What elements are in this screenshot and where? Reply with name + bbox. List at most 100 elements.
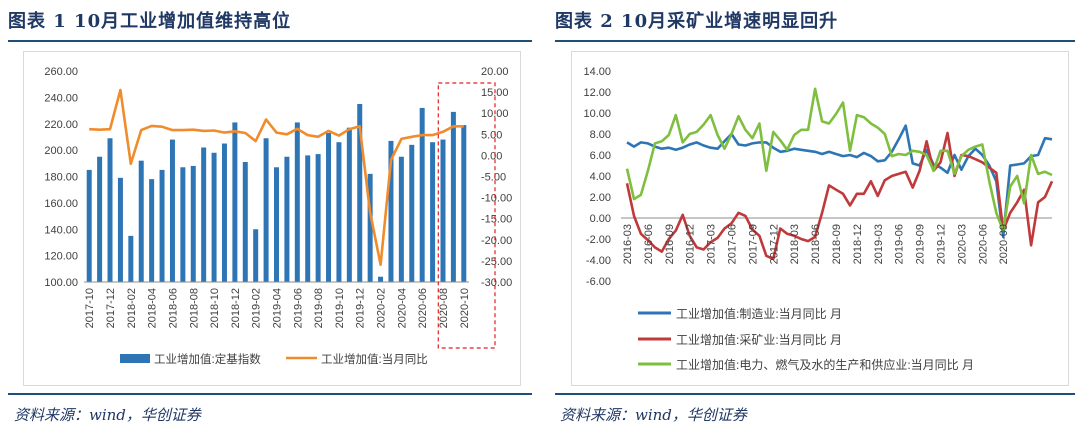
y-tick-label: -6.00: [586, 276, 611, 288]
bar-2018-12: [232, 122, 238, 283]
bar-2018-10: [211, 152, 217, 282]
legend-label-bar: 工业增加值:定基指数: [154, 352, 261, 366]
y-tick-label: 6.00: [590, 150, 611, 162]
right-title-rule: [555, 40, 1075, 42]
bar-2020-04: [398, 156, 404, 282]
right-y-tick-label: 20.00: [481, 66, 509, 78]
x-tick-label: 2019-08: [313, 288, 325, 328]
x-tick-label: 2018-02: [126, 288, 138, 328]
right-chart: 14.00 12.00 10.00 8.00 6.00 4.00 2.00 0.00 -2.00…: [583, 66, 1054, 372]
bar-2019-07: [305, 155, 311, 282]
bar-2017-11: [97, 156, 103, 282]
right-chart-panel: 14.00 12.00 10.00 8.00 6.00 4.00 2.00 0.00 -2.00…: [571, 51, 1069, 386]
right-y-tick-label: 0.00: [481, 150, 502, 162]
bar-2020-01: [367, 173, 373, 282]
bar-2018-02: [128, 235, 134, 282]
line-series-3: [625, 87, 1053, 232]
x-tick-label: 2020-08: [438, 288, 450, 328]
x-tick-label: 2017-03: [706, 224, 718, 264]
bar-2018-01: [117, 177, 123, 282]
bar-2020-05: [409, 144, 415, 282]
left-title-rule: [8, 40, 532, 42]
bar-2019-06: [294, 122, 300, 283]
x-tick-label: 2020-06: [977, 224, 989, 264]
y-tick-label: 10.00: [583, 108, 611, 120]
x-tick-label: 2018-03: [789, 224, 801, 264]
x-tick-label: 2019-10: [334, 288, 346, 328]
y-tick-label: -2.00: [586, 234, 611, 246]
bar-2020-07: [430, 142, 436, 282]
y-tick-label: -4.00: [586, 255, 611, 267]
legend-swatch-bar: [120, 354, 150, 363]
x-tick-label: 2018-04: [147, 288, 159, 328]
legend-label-3: 工业增加值:电力、燃气及水的生产和供应业:当月同比 月: [676, 357, 974, 372]
x-tick-label: 2018-06: [167, 288, 179, 328]
x-tick-label: 2019-12: [355, 288, 367, 328]
x-tick-label: 2016-03: [622, 224, 634, 264]
right-figure-title: 图表 2 10月采矿业增速明显回升: [555, 11, 839, 32]
left-figure-title: 图表 1 10月工业增加值维持高位: [8, 11, 292, 32]
bar-2017-12: [107, 138, 113, 282]
x-tick-label: 2017-12: [105, 288, 117, 328]
x-tick-label: 2018-12: [230, 288, 242, 328]
x-tick-label: 2017-10: [84, 288, 96, 328]
x-tick-label: 2019-06: [894, 224, 906, 264]
y-tick-label: 8.00: [590, 129, 611, 141]
bar-2019-04: [274, 167, 279, 282]
x-tick-label: 2019-02: [251, 288, 263, 328]
bar-2018-03: [138, 160, 144, 282]
line-series-2: [625, 131, 1054, 261]
bar-2018-05: [159, 169, 165, 282]
bar-2018-11: [221, 143, 227, 282]
bar-2019-11: [346, 127, 352, 282]
x-tick-label: 2016-12: [685, 224, 697, 264]
y-tick-label: 0.00: [590, 213, 611, 225]
x-tick-label: 2017-06: [727, 224, 739, 264]
x-tick-label: 2018-10: [209, 288, 221, 328]
legend-label-line: 工业增加值:当月同比: [321, 352, 428, 366]
x-tick-label: 2020-10: [459, 288, 471, 328]
x-tick-label: 2020-02: [376, 288, 388, 328]
bar-2019-02: [253, 229, 259, 282]
left-y-tick-label: 160.00: [44, 198, 78, 210]
bar-2019-05: [284, 156, 290, 282]
x-tick-label: 2019-09: [915, 224, 927, 264]
line-series-1: [626, 124, 1053, 239]
bar-2019-09: [326, 132, 332, 282]
x-tick-label: 2018-08: [188, 288, 200, 328]
bar-2018-08: [190, 165, 196, 282]
y-tick-label: 4.00: [590, 171, 611, 183]
left-y-tick-label: 180.00: [44, 172, 78, 184]
right-y-tick-label: -15.00: [481, 214, 512, 226]
bar-2019-03: [263, 138, 269, 282]
bar-2019-10: [336, 142, 342, 282]
x-tick-label: 2017-12: [768, 224, 780, 264]
x-tick-label: 2019-04: [272, 288, 284, 328]
x-tick-label: 2020-04: [396, 288, 408, 328]
bar-2020-08: [440, 139, 446, 282]
bar-2020-09: [450, 111, 456, 282]
bar-2020-03: [388, 140, 394, 282]
highlight-box: [437, 82, 496, 349]
x-tick-label: 2018-12: [852, 224, 864, 264]
left-chart: 260.00 240.00 220.00 200.00 180.00 160.00 140.…: [44, 66, 512, 366]
right-y-tick-label: -25.00: [481, 256, 512, 268]
left-y-tick-label: 200.00: [44, 145, 78, 157]
bar-2018-06: [169, 139, 175, 282]
x-tick-label: 2019-12: [936, 224, 948, 264]
bar-2018-04: [149, 179, 155, 282]
right-source-rule: [555, 393, 1075, 395]
right-y-tick-label: -30.00: [481, 277, 512, 289]
x-tick-label: 2020-03: [956, 224, 968, 264]
bar-2019-01: [242, 161, 248, 282]
x-tick-label: 2019-06: [292, 288, 304, 328]
left-y-tick-label: 260.00: [44, 66, 78, 78]
right-y-tick-label: -10.00: [481, 193, 512, 205]
bar-2019-12: [357, 103, 363, 282]
left-source-rule: [8, 393, 532, 395]
y-tick-label: 12.00: [583, 87, 611, 99]
left-chart-panel: 260.00 240.00 220.00 200.00 180.00 160.00 140.…: [23, 51, 521, 386]
x-tick-label: 2018-06: [810, 224, 822, 264]
bar-2019-08: [315, 154, 321, 282]
left-y-tick-label: 240.00: [44, 92, 78, 104]
